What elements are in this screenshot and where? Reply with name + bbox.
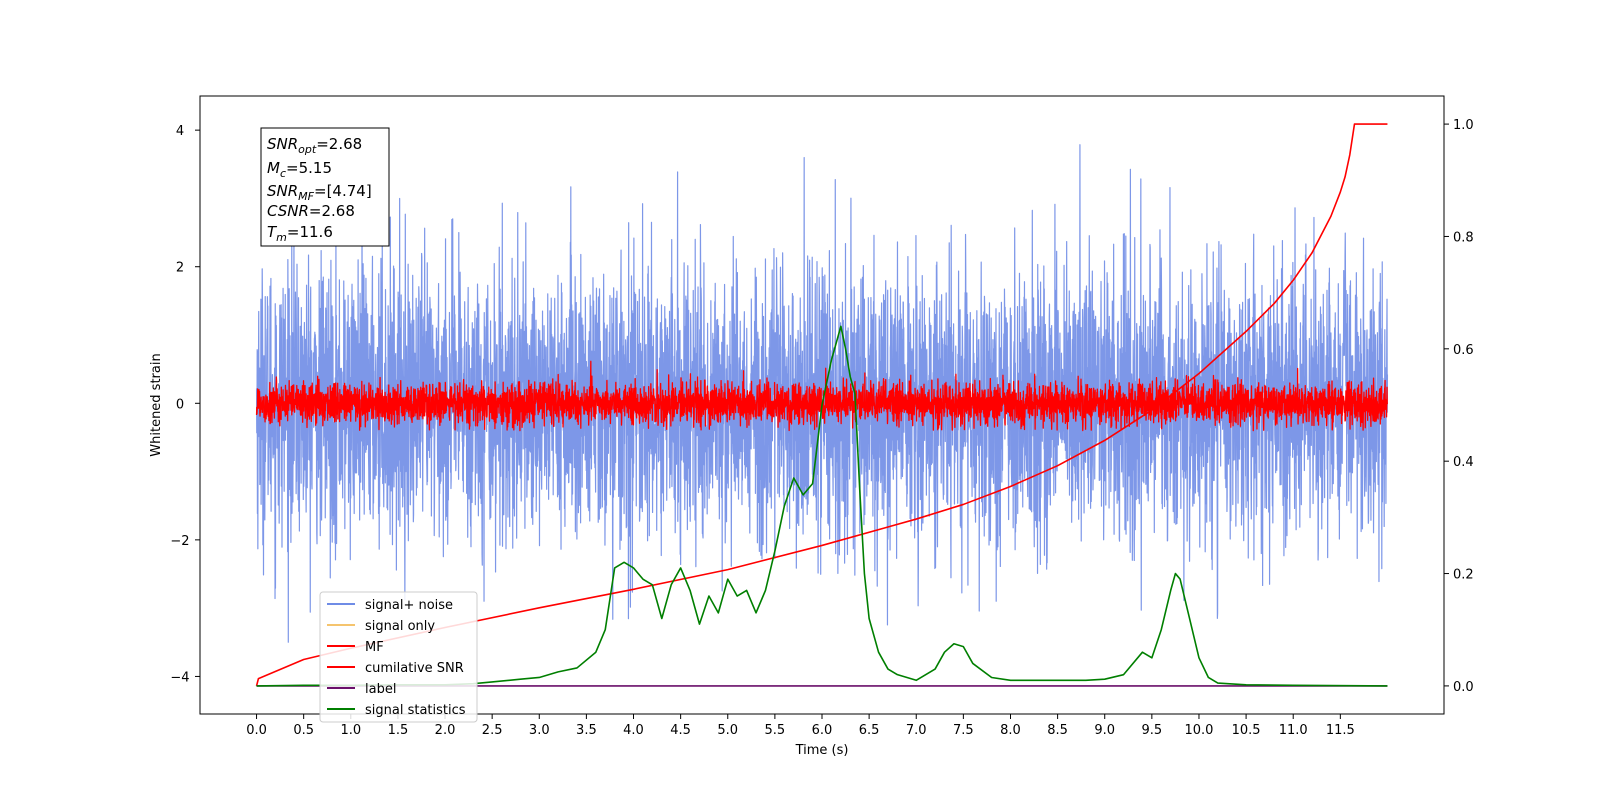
x-tick-label: 5.0 xyxy=(717,723,738,738)
x-tick-label: 4.0 xyxy=(623,723,644,738)
x-tick-label: 6.5 xyxy=(859,723,880,738)
x-tick-label: 9.0 xyxy=(1094,723,1115,738)
annotation-csnr: CSNR=2.68 xyxy=(267,202,355,220)
y-right-tick-label: 0.4 xyxy=(1453,455,1474,470)
y-axis-label-left: Whitened strain xyxy=(149,353,164,456)
x-tick-label: 3.0 xyxy=(529,723,550,738)
x-tick-label: 10.0 xyxy=(1184,723,1213,738)
y-left-tick-label: −4 xyxy=(170,670,189,685)
x-tick-label: 2.0 xyxy=(435,723,456,738)
x-tick-label: 0.0 xyxy=(246,723,267,738)
x-axis-label: Time (s) xyxy=(795,743,849,758)
x-tick-label: 8.0 xyxy=(1000,723,1021,738)
x-tick-label: 10.5 xyxy=(1232,723,1261,738)
series-line-signal-statistics xyxy=(256,325,1388,687)
x-tick-label: 5.5 xyxy=(765,723,786,738)
y-axis-left: −4 −2 0 2 4 xyxy=(170,124,200,685)
x-tick-label: 4.5 xyxy=(670,723,691,738)
x-tick-label: 1.0 xyxy=(340,723,361,738)
annotation-snr-mf: SNRMF=[4.74] xyxy=(267,182,372,203)
y-right-tick-label: 1.0 xyxy=(1453,118,1474,133)
y-left-tick-label: 0 xyxy=(176,397,184,412)
legend-label: signal only xyxy=(365,619,435,634)
annotation-snr-opt: SNRopt=2.68 xyxy=(267,135,362,156)
y-right-tick-label: 0.2 xyxy=(1453,568,1474,583)
x-tick-label: 6.0 xyxy=(812,723,833,738)
annotation-frame xyxy=(260,127,390,247)
x-tick-label: 7.5 xyxy=(953,723,974,738)
y-left-tick-label: 4 xyxy=(176,124,184,139)
legend-label: MF xyxy=(365,640,384,655)
y-left-tick-label: −2 xyxy=(170,534,189,549)
x-tick-label: 9.5 xyxy=(1142,723,1163,738)
x-tick-label: 8.5 xyxy=(1047,723,1068,738)
y-left-tick-label: 2 xyxy=(176,261,184,276)
x-tick-label: 3.5 xyxy=(576,723,597,738)
legend-label: signal+ noise xyxy=(365,598,453,613)
annotation-box: SNRopt=2.68 Mc=5.15 SNRMF=[4.74] CSNR=2.… xyxy=(260,127,390,247)
legend-label: label xyxy=(365,682,396,697)
x-tick-label: 0.5 xyxy=(293,723,314,738)
x-tick-label: 2.5 xyxy=(482,723,503,738)
x-axis: 0.0 0.5 1.0 1.5 2.0 2.5 3.0 3.5 4.0 4.5 5.0 5.5 6.0 6… xyxy=(246,714,1355,738)
x-tick-label: 7.0 xyxy=(906,723,927,738)
y-right-tick-label: 0.8 xyxy=(1453,230,1474,245)
x-tick-label: 11.0 xyxy=(1279,723,1308,738)
y-right-tick-label: 0.6 xyxy=(1453,343,1474,358)
x-tick-label: 11.5 xyxy=(1326,723,1355,738)
x-tick-label: 1.5 xyxy=(388,723,409,738)
legend-label: signal statistics xyxy=(365,703,466,718)
annotation-mc: Mc=5.15 xyxy=(267,159,332,180)
annotation-tm: Tm=11.6 xyxy=(267,223,333,244)
y-right-tick-label: 0.0 xyxy=(1453,680,1474,695)
y-axis-right: 0.0 0.2 0.4 0.6 0.8 1.0 xyxy=(1444,118,1474,695)
legend: signal+ noise signal only MF cumilative SNR… xyxy=(319,591,478,723)
legend-frame xyxy=(319,591,478,723)
legend-label: cumilative SNR xyxy=(365,661,464,676)
